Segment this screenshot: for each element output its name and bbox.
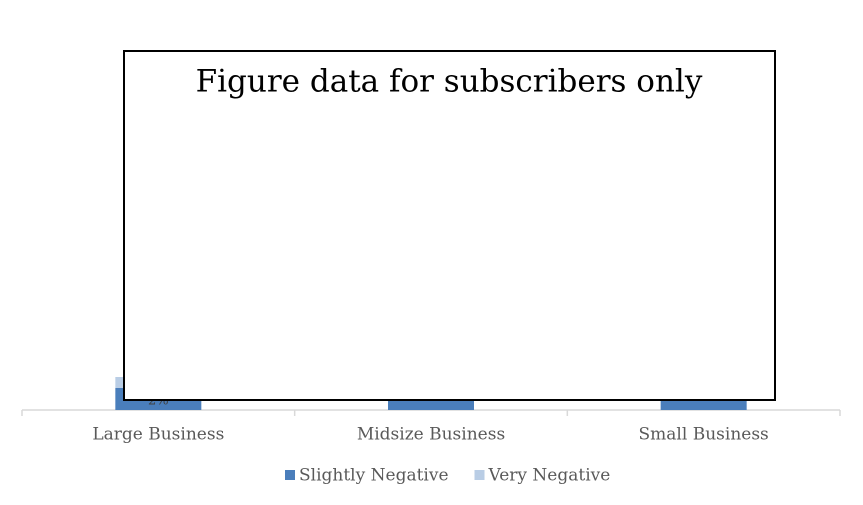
x-tick-label: Midsize Business <box>357 425 505 445</box>
overlay-text: Figure data for subscribers only <box>196 64 703 100</box>
overlay-box <box>123 50 776 401</box>
x-tick-label: Small Business <box>639 425 769 445</box>
legend-swatch <box>285 470 295 480</box>
x-tick-label: Large Business <box>92 425 224 445</box>
legend-swatch <box>474 470 485 480</box>
legend-label: Very Negative <box>488 466 611 486</box>
legend-label: Slightly Negative <box>299 466 449 486</box>
